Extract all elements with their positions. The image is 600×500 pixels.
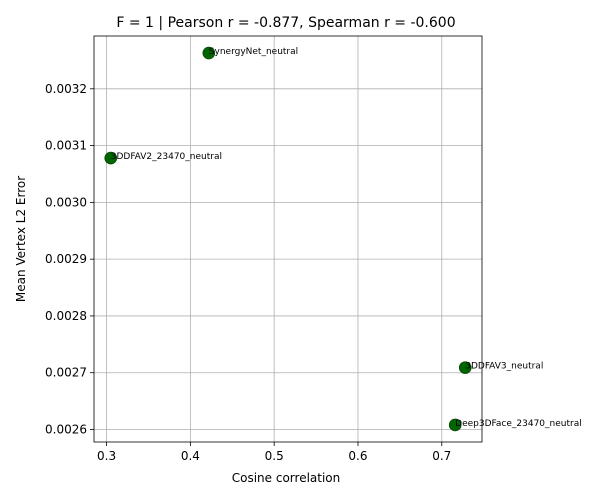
x-tick-label: 0.6 [348, 449, 367, 463]
point-label: Deep3DFace_23470_neutral [455, 419, 582, 429]
point-label: SynergyNet_neutral [209, 47, 298, 57]
chart-title: F = 1 | Pearson r = -0.877, Spearman r =… [116, 15, 455, 31]
point-label: 3DDFAV3_neutral [465, 362, 543, 372]
plot-frame [93, 35, 483, 443]
data-point [458, 361, 472, 374]
data-point [104, 151, 118, 165]
data-point [202, 46, 216, 60]
y-tick-label: 0.0029 [45, 252, 87, 266]
x-tick-label: 0.3 [97, 449, 116, 463]
x-axis-label: Cosine correlation [232, 471, 341, 485]
point-label: 3DDFAV2_23470_neutral [111, 152, 222, 162]
y-tick-label: 0.0032 [45, 82, 87, 96]
y-tick-label: 0.0030 [45, 195, 87, 209]
y-tick-label: 0.0031 [45, 139, 87, 153]
x-tick-label: 0.4 [181, 449, 200, 463]
y-tick-label: 0.0026 [45, 423, 87, 437]
axis-ticks: 0.3 0.4 0.5 0.6 0.7 0.0026 0.0027 0.0028 0.0029 0… [45, 82, 451, 463]
data-point [448, 418, 462, 432]
y-tick-label: 0.0027 [45, 366, 87, 380]
x-tick-label: 0.5 [265, 449, 284, 463]
x-tick-label: 0.7 [432, 449, 451, 463]
grid [94, 36, 482, 442]
y-axis-label: Mean Vertex L2 Error [14, 176, 28, 302]
y-tick-label: 0.0028 [45, 309, 87, 323]
data-points: SynergyNet_neutral 3DDFAV2_23470_neutral 3… [104, 46, 582, 432]
